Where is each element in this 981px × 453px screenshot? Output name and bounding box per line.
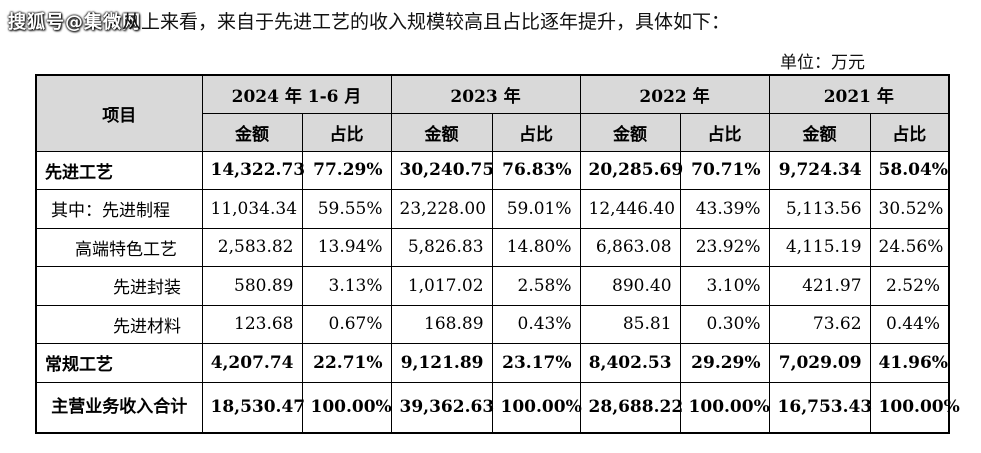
period-header: 2023 年 [390,74,581,114]
cell: 23.92% [679,227,770,268]
cell: 59.55% [301,189,392,229]
period-header: 2021 年 [768,74,950,114]
amount-header: 金额 [768,112,871,152]
cell: 123.68 [201,304,303,345]
cell: 14.80% [491,227,581,268]
cell: 76.83% [491,150,581,191]
cell: 20,285.69 [579,150,683,191]
cell: 16,753.43 [768,381,872,434]
cell: 2.52% [869,266,950,306]
row-label: 先进工艺 [35,150,203,191]
cell: 4,207.74 [201,343,303,383]
row-label: 先进材料 [35,304,203,345]
ratio-header: 占比 [301,112,392,152]
table-row: 高端特色工艺 2,583.82 13.94% 5,826.83 14.80% 6… [35,227,950,268]
cell: 5,826.83 [390,227,493,268]
amount-header: 金额 [390,112,493,152]
cell: 23.17% [491,343,581,383]
cell: 4,115.19 [768,227,871,268]
ratio-header: 占比 [679,112,770,152]
table-row: 常规工艺 4,207.74 22.71% 9,121.89 23.17% 8,4… [35,343,950,383]
cell: 100.00% [491,381,582,434]
cell: 100.00% [679,381,770,434]
cell: 39,362.63 [390,381,494,434]
cell: 29.29% [679,343,770,383]
cell: 0.67% [301,304,392,345]
row-label: 其中：先进制程 [35,189,203,229]
cell: 11,034.34 [201,189,303,229]
ratio-header: 占比 [869,112,950,152]
cell: 890.40 [579,266,681,306]
period-header: 2022 年 [579,74,770,114]
cell: 2.58% [491,266,581,306]
cell: 18,530.47 [201,381,305,434]
cell: 0.30% [679,304,770,345]
item-header: 项目 [35,74,203,152]
cell: 2,583.82 [201,227,303,268]
cell: 0.44% [869,304,950,345]
cell: 59.01% [491,189,581,229]
cell: 9,121.89 [390,343,493,383]
cell: 30,240.75 [390,150,494,191]
ratio-header: 占比 [491,112,581,152]
cell: 22.71% [301,343,392,383]
intro-text: 从上来看，来自于先进工艺的收入规模较高且占比逐年提升，具体如下： [122,11,731,33]
cell: 100.00% [301,381,392,434]
table-row: 先进封装 580.89 3.13% 1,017.02 2.58% 890.40 … [35,266,950,306]
cell: 3.10% [679,266,770,306]
cell: 421.97 [768,266,871,306]
row-label: 先进封装 [35,266,203,306]
cell: 77.29% [301,150,392,191]
amount-header: 金额 [201,112,303,152]
table-row: 主营业务收入合计 18,530.47 100.00% 39,362.63 100… [35,381,960,434]
cell: 1,017.02 [390,266,493,306]
cell: 70.71% [679,150,770,191]
cell: 9,724.34 [768,150,871,191]
amount-header: 金额 [579,112,681,152]
cell: 14,322.73 [201,150,305,191]
cell: 85.81 [579,304,681,345]
cell: 28,688.22 [579,381,683,434]
cell: 12,446.40 [579,189,681,229]
cell: 6,863.08 [579,227,681,268]
cell: 5,113.56 [768,189,871,229]
cell: 0.43% [491,304,581,345]
table-row: 先进材料 123.68 0.67% 168.89 0.43% 85.81 0.3… [35,304,950,345]
cell: 8,402.53 [579,343,681,383]
cell: 100.00% [869,381,960,434]
cell: 23,228.00 [390,189,493,229]
row-label: 主营业务收入合计 [35,381,203,434]
period-header: 2024 年 1-6 月 [201,74,392,114]
table-row: 其中：先进制程 11,034.34 59.55% 23,228.00 59.01… [35,189,950,229]
cell: 580.89 [201,266,303,306]
cell: 24.56% [869,227,950,268]
cell: 7,029.09 [768,343,871,383]
cell: 3.13% [301,266,392,306]
cell: 41.96% [869,343,950,383]
row-label: 高端特色工艺 [35,227,203,268]
unit-label: 单位：万元 [780,53,865,73]
cell: 30.52% [869,189,950,229]
cell: 168.89 [390,304,493,345]
revenue-table: 项目 2024 年 1-6 月 2023 年 2022 年 2021 年 金额 … [35,74,960,434]
cell: 43.39% [679,189,770,229]
table-row: 先进工艺 14,322.73 77.29% 30,240.75 76.83% 2… [35,150,950,191]
row-label: 常规工艺 [35,343,203,383]
cell: 73.62 [768,304,871,345]
watermark: 搜狐号@集微网 [8,12,141,33]
cell: 58.04% [869,150,950,191]
cell: 13.94% [301,227,392,268]
